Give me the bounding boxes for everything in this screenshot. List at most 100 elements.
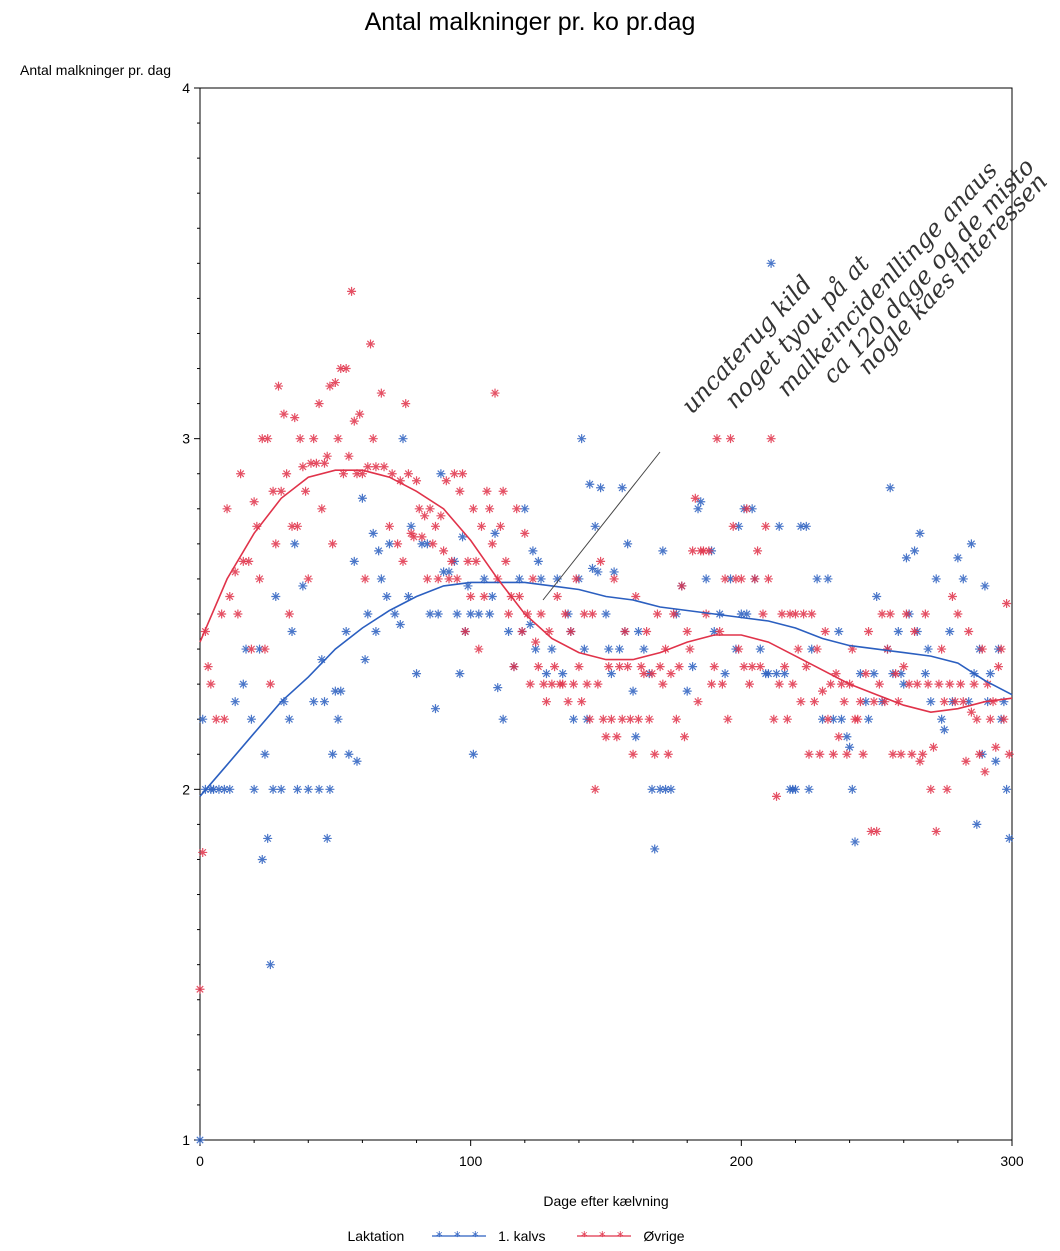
data-point — [547, 644, 557, 654]
data-point — [566, 627, 576, 637]
data-point — [701, 574, 711, 584]
data-point — [320, 697, 330, 707]
data-point — [774, 679, 784, 689]
data-point — [929, 742, 939, 752]
data-point — [279, 409, 289, 419]
data-point — [625, 714, 635, 724]
data-point — [688, 546, 698, 556]
data-point — [349, 556, 359, 566]
data-point — [425, 504, 435, 514]
data-point — [260, 749, 270, 759]
data-point — [360, 574, 370, 584]
data-point — [920, 609, 930, 619]
data-point — [709, 662, 719, 672]
data-point — [433, 574, 443, 584]
data-point — [536, 609, 546, 619]
data-point — [644, 714, 654, 724]
data-point — [320, 458, 330, 468]
data-point — [214, 784, 224, 794]
data-point — [271, 539, 281, 549]
data-point — [926, 784, 936, 794]
data-point — [836, 714, 846, 724]
data-point — [755, 644, 765, 654]
data-point — [723, 714, 733, 724]
data-point — [617, 714, 627, 724]
data-point — [479, 591, 489, 601]
x-tick-label: 100 — [459, 1153, 483, 1169]
data-point — [244, 556, 254, 566]
data-point — [953, 553, 963, 563]
data-point — [780, 662, 790, 672]
data-point — [360, 655, 370, 665]
data-point — [942, 784, 952, 794]
data-point — [956, 679, 966, 689]
legend: Laktation * * * 1. kalvs * * * Øvrige — [0, 1227, 1060, 1244]
data-point — [872, 826, 882, 836]
data-point — [577, 697, 587, 707]
data-point — [712, 434, 722, 444]
data-point — [333, 714, 343, 724]
data-point — [926, 697, 936, 707]
data-point — [311, 458, 321, 468]
data-point — [793, 644, 803, 654]
x-tick-label: 0 — [196, 1153, 204, 1169]
data-point — [471, 556, 481, 566]
data-point — [615, 662, 625, 672]
data-point — [858, 749, 868, 759]
data-point — [482, 486, 492, 496]
data-point — [869, 669, 879, 679]
data-point — [701, 609, 711, 619]
data-point — [395, 476, 405, 486]
data-point — [731, 574, 741, 584]
data-point — [893, 627, 903, 637]
data-point — [750, 574, 760, 584]
data-point — [382, 591, 392, 601]
data-point — [225, 591, 235, 601]
x-tick-label: 300 — [1000, 1153, 1024, 1169]
data-point — [525, 620, 535, 630]
data-point — [447, 556, 457, 566]
data-point — [463, 581, 473, 591]
data-point — [647, 669, 657, 679]
data-point — [333, 434, 343, 444]
data-point — [512, 504, 522, 514]
data-point — [368, 434, 378, 444]
data-point — [314, 399, 324, 409]
data-point — [807, 644, 817, 654]
y-tick-label: 3 — [182, 431, 190, 447]
data-point — [988, 697, 998, 707]
data-point — [972, 714, 982, 724]
data-point — [893, 697, 903, 707]
data-point — [915, 528, 925, 538]
data-point — [888, 749, 898, 759]
data-point — [872, 591, 882, 601]
data-point — [314, 784, 324, 794]
data-point — [880, 697, 890, 707]
data-point — [972, 819, 982, 829]
data-point — [384, 539, 394, 549]
data-point — [804, 749, 814, 759]
data-point — [363, 462, 373, 472]
data-point — [707, 679, 717, 689]
svg-text:*: * — [472, 1230, 479, 1243]
data-point — [560, 609, 570, 619]
data-point — [661, 784, 671, 794]
data-point — [265, 679, 275, 689]
data-point — [460, 627, 470, 637]
legend-label-1-kalvs: 1. kalvs — [498, 1228, 546, 1245]
data-point — [485, 609, 495, 619]
data-point — [742, 609, 752, 619]
svg-text:*: * — [617, 1230, 624, 1243]
data-point — [439, 546, 449, 556]
data-point — [964, 697, 974, 707]
data-point — [682, 686, 692, 696]
series-line-1 — [199, 469, 1013, 714]
data-point — [964, 627, 974, 637]
data-point — [271, 591, 281, 601]
data-point — [298, 581, 308, 591]
data-point — [439, 567, 449, 577]
data-point — [834, 627, 844, 637]
data-point — [823, 714, 833, 724]
data-point — [753, 546, 763, 556]
data-point — [236, 469, 246, 479]
